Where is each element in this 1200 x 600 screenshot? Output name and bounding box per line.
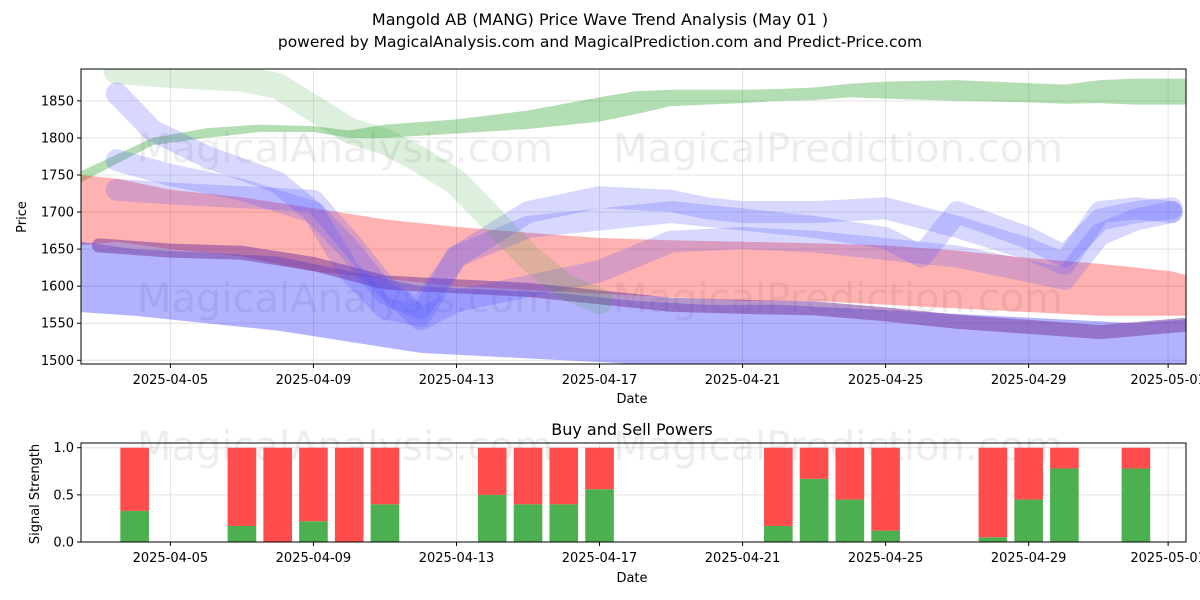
lower-plot-title: Buy and Sell Powers bbox=[551, 420, 713, 439]
chart-title: Mangold AB (MANG) Price Wave Trend Analy… bbox=[372, 10, 828, 29]
upper-x-tick-label: 2025-04-25 bbox=[848, 373, 924, 388]
watermark-text: MagicalPrediction.com bbox=[613, 126, 1063, 172]
lower-x-tick-label: 2025-04-25 bbox=[848, 551, 924, 566]
buy-bar bbox=[978, 537, 1008, 542]
wave-purple-trend bbox=[91, 238, 1186, 340]
upper-y-tick-label: 1850 bbox=[41, 94, 74, 109]
sell-bar bbox=[477, 447, 507, 495]
wave-blue-wave-1 bbox=[105, 82, 1183, 327]
sell-bar bbox=[764, 447, 793, 526]
upper-y-tick-label: 1750 bbox=[41, 168, 74, 183]
buy-bar bbox=[799, 478, 829, 542]
sell-bar bbox=[549, 447, 579, 505]
upper-y-tick-label: 1650 bbox=[41, 243, 74, 258]
upper-y-tick-label: 1550 bbox=[41, 317, 74, 332]
sell-bar bbox=[1050, 447, 1079, 469]
lower-y-axis-title: Signal Strength bbox=[28, 444, 43, 544]
lower-x-tick-label: 2025-04-21 bbox=[705, 551, 781, 566]
buy-bar bbox=[1014, 499, 1043, 542]
band-red-band bbox=[81, 175, 1186, 316]
upper-y-tick-label: 1700 bbox=[41, 206, 74, 221]
lower-x-axis-title: Date bbox=[616, 571, 647, 586]
watermark-text: MagicalAnalysis.com bbox=[137, 126, 553, 172]
lower-x-tick-label: 2025-05-01 bbox=[1130, 551, 1200, 566]
sell-bar bbox=[978, 447, 1008, 538]
upper-y-tick-label: 1500 bbox=[41, 354, 74, 369]
sell-bar bbox=[513, 447, 543, 505]
sell-bar bbox=[585, 447, 614, 490]
buy-bar bbox=[585, 489, 614, 542]
chart-subtitle: powered by MagicalAnalysis.com and Magic… bbox=[278, 33, 922, 51]
upper-plot-frame bbox=[80, 68, 1187, 365]
lower-plot-frame bbox=[80, 442, 1187, 543]
lower-x-tick-label: 2025-04-13 bbox=[419, 551, 495, 566]
buy-bar bbox=[513, 504, 543, 542]
buy-bar bbox=[835, 499, 865, 542]
wave-blue-wave-3 bbox=[105, 178, 1183, 331]
upper-x-tick-label: 2025-04-05 bbox=[133, 373, 209, 388]
signal-plot: MagicalAnalysis.com MagicalPrediction.com… bbox=[53, 424, 1200, 566]
sell-bar bbox=[120, 447, 149, 511]
lower-x-tick-label: 2025-04-09 bbox=[276, 551, 352, 566]
buy-bar bbox=[764, 525, 793, 542]
price-plot: MagicalAnalysis.com MagicalPrediction.com… bbox=[41, 68, 1200, 388]
upper-y-tick-label: 1800 bbox=[41, 131, 74, 146]
sell-bar bbox=[799, 447, 829, 479]
wave-green-wave bbox=[103, 69, 613, 314]
lower-y-tick-label: 0.5 bbox=[53, 488, 74, 503]
upper-x-tick-label: 2025-05-01 bbox=[1130, 373, 1200, 388]
buy-bar bbox=[120, 510, 149, 542]
lower-x-tick-label: 2025-04-05 bbox=[133, 551, 209, 566]
band-green-band-upper bbox=[81, 78, 1186, 183]
upper-x-tick-label: 2025-04-17 bbox=[562, 373, 638, 388]
lower-x-tick-label: 2025-04-29 bbox=[991, 551, 1067, 566]
sell-bar bbox=[835, 447, 865, 500]
buy-bar bbox=[1050, 468, 1079, 542]
sell-bar bbox=[227, 447, 257, 526]
sell-bar bbox=[334, 447, 364, 542]
wave-blue-wave-2 bbox=[105, 149, 1183, 320]
sell-bar bbox=[299, 447, 328, 522]
sell-bar bbox=[1121, 447, 1151, 469]
lower-x-tick-label: 2025-04-17 bbox=[562, 551, 638, 566]
buy-bar bbox=[549, 504, 579, 542]
lower-y-tick-label: 0.0 bbox=[53, 536, 74, 551]
lower-y-tick-label: 1.0 bbox=[53, 441, 74, 456]
upper-x-tick-label: 2025-04-21 bbox=[705, 373, 781, 388]
upper-x-tick-label: 2025-04-29 bbox=[991, 373, 1067, 388]
buy-bar bbox=[370, 504, 400, 542]
sell-bar bbox=[871, 447, 900, 531]
buy-bar bbox=[871, 530, 900, 542]
sell-bar bbox=[370, 447, 400, 505]
upper-x-tick-label: 2025-04-13 bbox=[419, 373, 495, 388]
upper-y-tick-label: 1600 bbox=[41, 280, 74, 295]
buy-bar bbox=[227, 525, 257, 542]
upper-x-tick-label: 2025-04-09 bbox=[276, 373, 352, 388]
sell-bar bbox=[263, 447, 292, 542]
buy-bar bbox=[299, 521, 328, 542]
upper-x-axis-title: Date bbox=[616, 392, 647, 407]
sell-bar bbox=[1014, 447, 1043, 500]
buy-bar bbox=[1121, 468, 1151, 542]
upper-y-axis-title: Price bbox=[15, 201, 30, 233]
buy-bar bbox=[477, 494, 507, 542]
